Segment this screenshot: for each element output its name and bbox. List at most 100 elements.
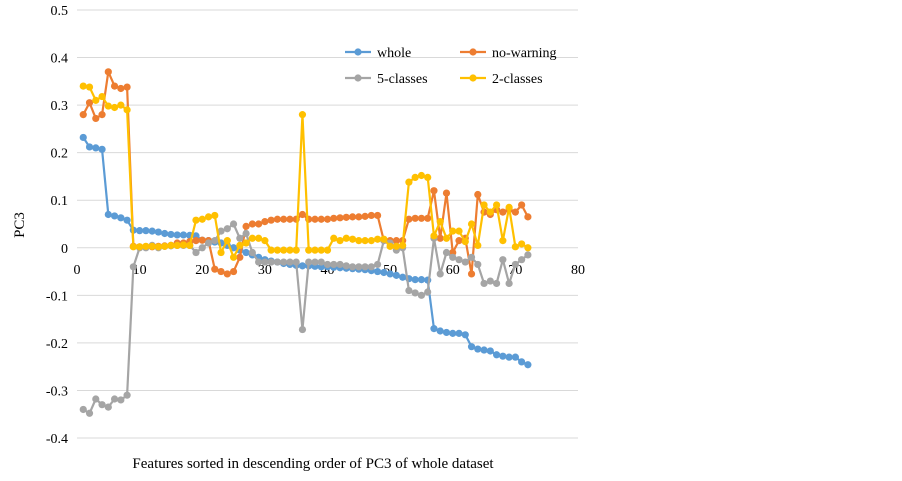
legend-label: whole (377, 46, 411, 61)
legend-item-2-classes: 2-classes (460, 72, 543, 87)
data-point-2-classes (455, 227, 463, 235)
data-point-whole (142, 227, 150, 235)
data-point-2-classes (474, 241, 482, 249)
data-point-5-classes (505, 279, 513, 288)
data-point-no-warning (355, 213, 363, 221)
data-point-5-classes (204, 239, 213, 247)
legend-swatch-marker (354, 74, 362, 82)
axes: -0.4-0.3-0.2-0.100.10.20.30.40.501020304… (46, 4, 585, 447)
data-point-no-warning (511, 208, 519, 216)
legend: whole no-warning 5-classes 2-classes (345, 46, 557, 87)
data-point-2-classes (179, 241, 188, 249)
data-point-no-warning (236, 253, 244, 261)
data-point-no-warning (92, 114, 100, 123)
x-tick-label: 60 (446, 263, 460, 278)
data-point-5-classes (417, 291, 426, 299)
data-point-2-classes (511, 243, 519, 251)
data-point-5-classes (342, 262, 350, 270)
y-tick-label: -0.4 (46, 432, 68, 447)
data-point-2-classes (505, 203, 513, 211)
data-point-2-classes (211, 211, 219, 220)
data-point-no-warning (255, 220, 263, 228)
x-tick-label: 80 (571, 263, 585, 278)
data-point-2-classes (142, 242, 150, 250)
data-point-whole (480, 346, 488, 354)
data-point-no-warning (455, 237, 463, 245)
data-point-whole (161, 229, 169, 238)
data-point-whole (117, 214, 125, 222)
data-point-2-classes (286, 246, 294, 254)
data-point-5-classes (486, 277, 494, 285)
data-point-no-warning (424, 214, 432, 222)
data-point-2-classes (430, 232, 438, 240)
data-point-2-classes (442, 234, 451, 242)
data-point-2-classes (292, 246, 300, 254)
data-point-5-classes (292, 258, 300, 266)
data-point-whole (104, 210, 112, 219)
y-tick-label: 0.4 (51, 52, 69, 67)
data-point-5-classes (198, 244, 206, 252)
data-point-whole (98, 145, 106, 153)
data-point-5-classes (298, 325, 307, 334)
data-point-no-warning (374, 211, 382, 220)
series-line-5-classes (82, 222, 529, 415)
data-point-2-classes (480, 201, 488, 209)
data-point-5-classes (255, 258, 263, 266)
data-point-5-classes (323, 260, 332, 269)
data-point-whole (386, 270, 394, 278)
data-point-2-classes (110, 103, 119, 112)
data-point-2-classes (229, 253, 238, 261)
data-point-5-classes (223, 225, 231, 233)
series-layer (79, 68, 532, 417)
x-tick-label: 20 (195, 263, 209, 278)
data-point-whole (467, 343, 476, 351)
data-point-5-classes (524, 251, 532, 259)
data-point-whole (79, 133, 87, 142)
data-point-2-classes (223, 237, 231, 245)
data-point-whole (417, 276, 426, 284)
data-point-5-classes (242, 229, 250, 238)
data-point-5-classes (79, 405, 87, 414)
data-point-no-warning (273, 215, 281, 223)
data-point-no-warning (242, 222, 250, 230)
data-point-5-classes (280, 258, 288, 266)
legend-swatch-marker (469, 48, 477, 56)
data-point-no-warning (192, 237, 200, 245)
data-point-whole (242, 248, 250, 257)
data-point-5-classes (405, 286, 413, 295)
data-point-whole (136, 227, 144, 235)
data-point-2-classes (104, 102, 112, 110)
data-point-2-classes (248, 234, 256, 242)
y-tick-label: -0.3 (46, 384, 68, 399)
data-point-5-classes (123, 391, 131, 399)
legend-swatch-marker (469, 74, 477, 82)
data-point-whole (167, 230, 175, 239)
x-tick-label: 30 (258, 263, 272, 278)
data-point-5-classes (85, 409, 94, 417)
data-point-whole (455, 329, 463, 337)
legend-label: no-warning (492, 46, 557, 61)
data-point-no-warning (280, 215, 288, 223)
series-2-classes (79, 82, 532, 261)
data-point-2-classes (173, 241, 181, 249)
data-point-5-classes (330, 260, 338, 269)
data-point-whole (436, 327, 444, 335)
data-point-5-classes (117, 396, 125, 404)
data-point-2-classes (236, 241, 244, 249)
data-point-no-warning (474, 190, 482, 199)
data-point-whole (524, 361, 532, 369)
data-point-2-classes (85, 83, 94, 91)
data-point-2-classes (267, 246, 275, 254)
data-point-5-classes (361, 263, 369, 271)
data-point-no-warning (436, 234, 444, 242)
data-point-5-classes (424, 288, 432, 296)
data-point-5-classes (461, 258, 469, 266)
data-point-no-warning (518, 201, 526, 209)
data-point-whole (374, 267, 382, 276)
data-point-2-classes (129, 243, 137, 251)
data-point-5-classes (267, 258, 275, 266)
data-point-2-classes (255, 234, 263, 242)
data-point-2-classes (405, 178, 413, 186)
data-point-no-warning (361, 212, 369, 220)
